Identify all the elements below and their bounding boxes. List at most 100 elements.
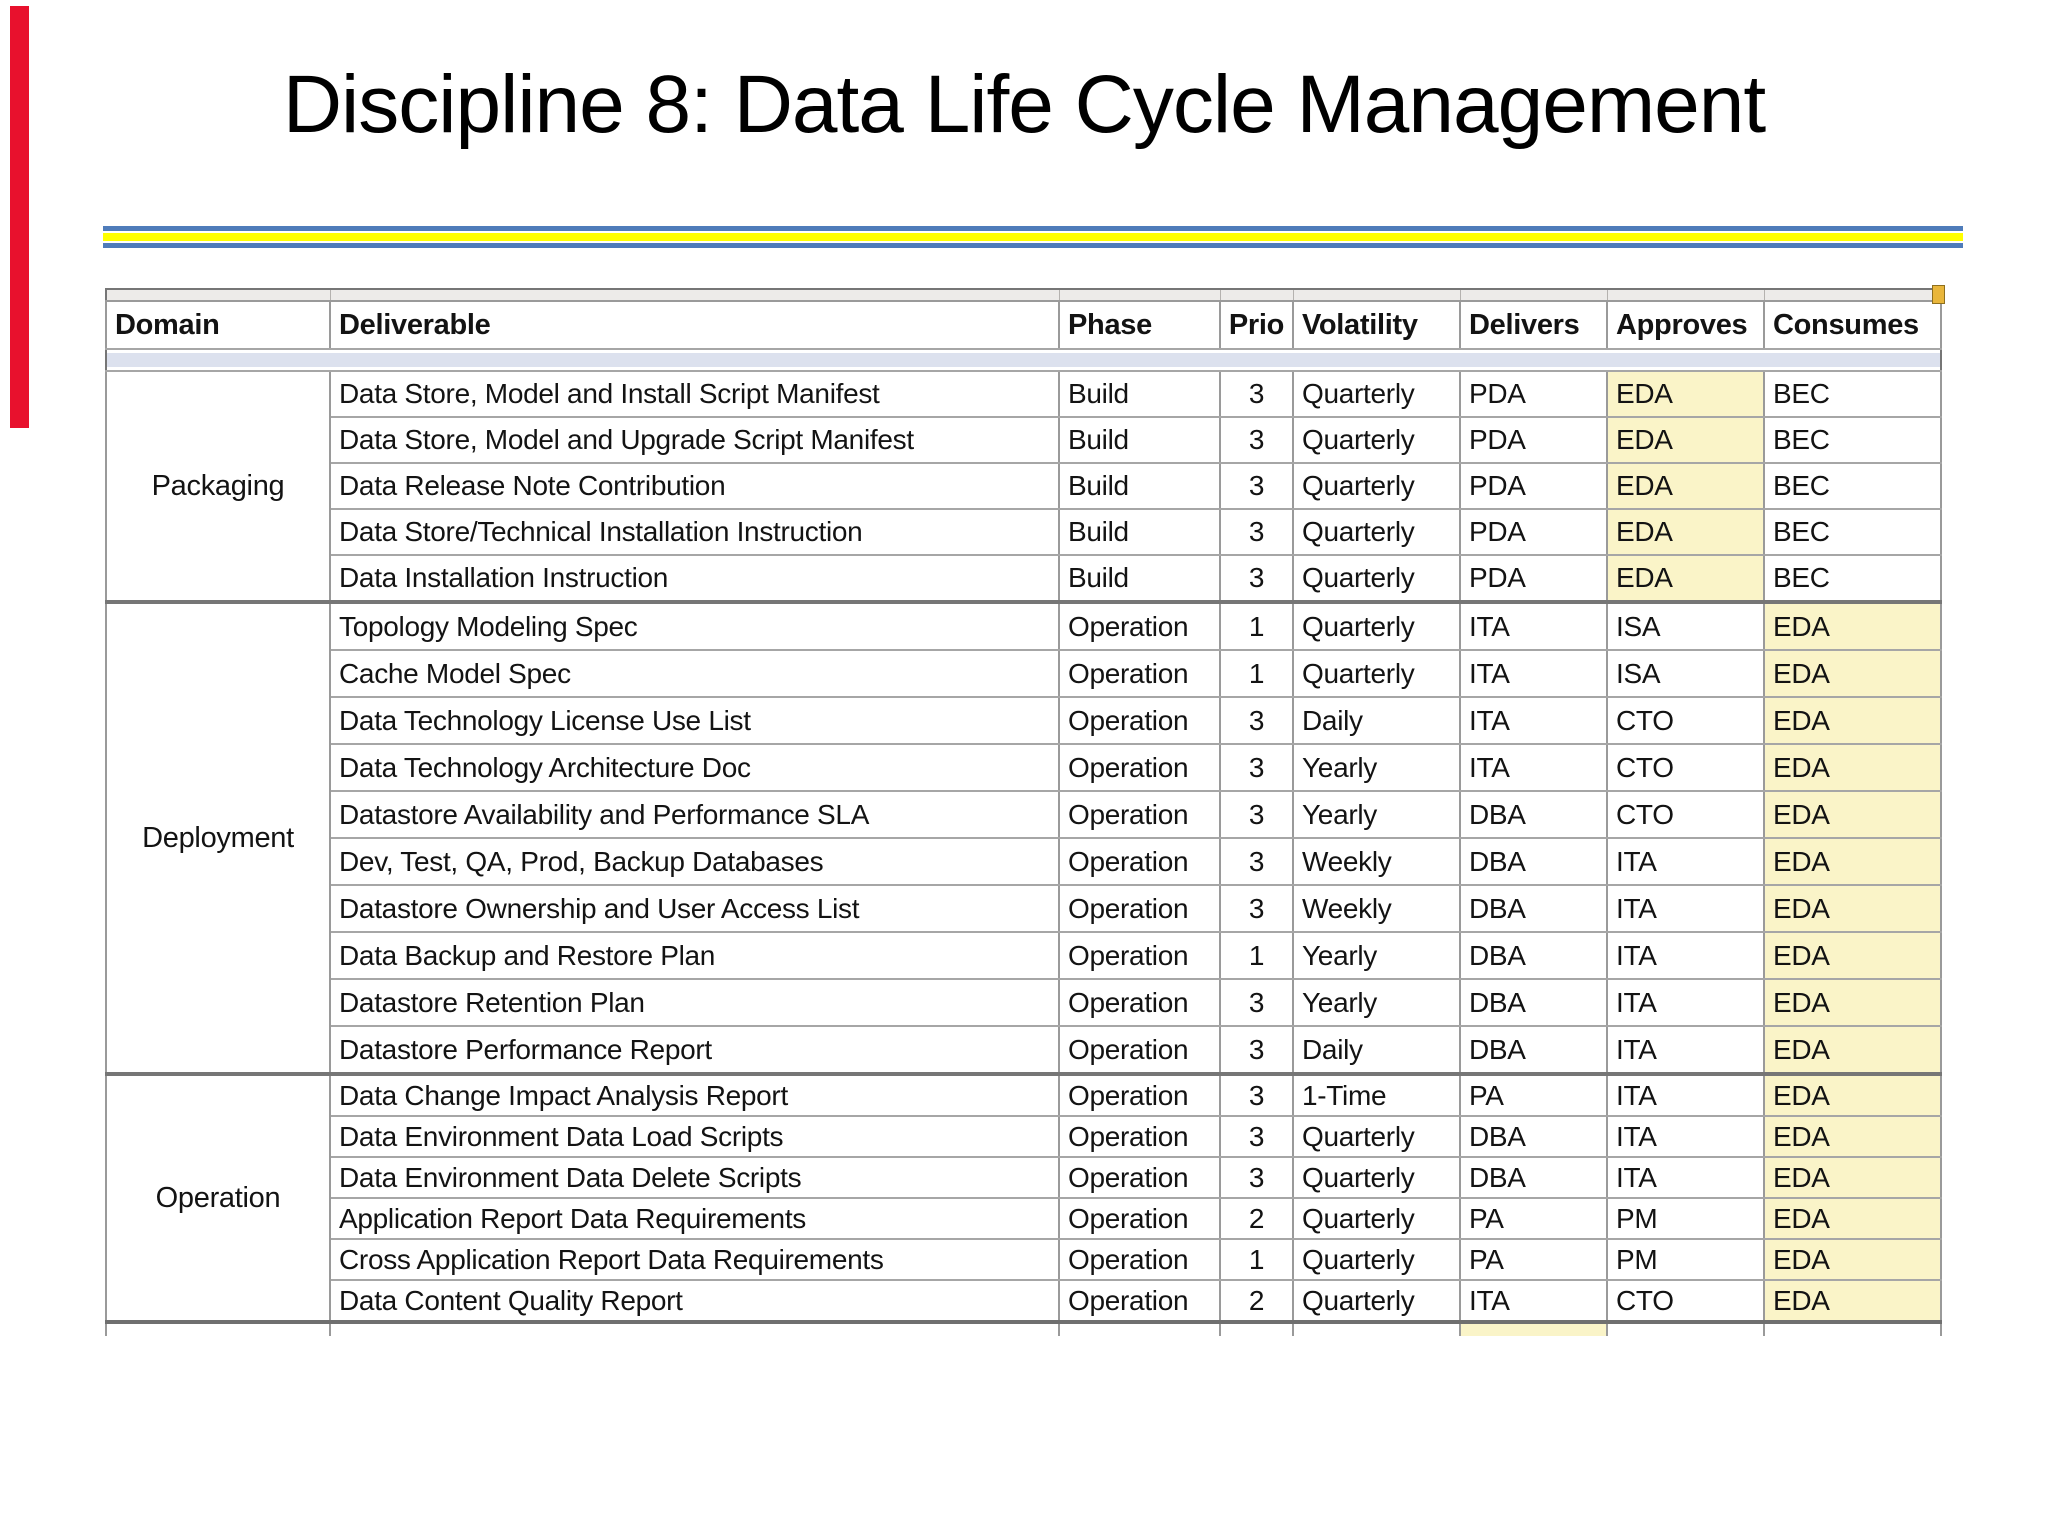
table-header-row: Domain Deliverable Phase Prio Volatility… — [105, 300, 1942, 350]
table-row: Data Environment Data Load Scripts Operat… — [106, 1115, 1942, 1158]
cell-deliverable: Cache Model Spec — [329, 649, 1060, 698]
cell-consumes: BEC — [1763, 554, 1942, 603]
cell-prio: 1 — [1219, 649, 1294, 698]
cell-consumes: EDA — [1763, 743, 1942, 792]
domain-cell: Packaging — [105, 370, 331, 603]
cell-volatility: Quarterly — [1292, 370, 1461, 418]
cell-volatility: Quarterly — [1292, 1279, 1461, 1323]
cell-volatility: Quarterly — [1292, 554, 1461, 603]
table-row: Data Store, Model and Upgrade Script Man… — [106, 416, 1942, 464]
cell-deliverable: Dev, Test, QA, Prod, Backup Databases — [329, 837, 1060, 886]
cell-volatility: Yearly — [1292, 931, 1461, 980]
cell-consumes: EDA — [1763, 931, 1942, 980]
cell-prio: 1 — [1219, 600, 1294, 651]
cell-prio: 3 — [1219, 884, 1294, 933]
table-row: Data Store/Technical Installation Instru… — [106, 508, 1942, 556]
cell-phase: Operation — [1058, 649, 1221, 698]
column-header-domain: Domain — [105, 300, 331, 350]
cell-prio: 3 — [1219, 416, 1294, 464]
spreadsheet-top-band — [105, 288, 1942, 302]
cell-volatility: Quarterly — [1292, 508, 1461, 556]
cell-volatility: Quarterly — [1292, 1156, 1461, 1199]
cell-consumes: EDA — [1763, 1072, 1942, 1117]
cell-phase: Build — [1058, 554, 1221, 603]
cell-prio: 3 — [1219, 1156, 1294, 1199]
table-row: Data Technology Architecture Doc Operatio… — [106, 743, 1942, 792]
cell-phase: Operation — [1058, 1156, 1221, 1199]
cell-deliverable: Datastore Availability and Performance S… — [329, 790, 1060, 839]
cell-domain — [105, 1320, 331, 1336]
cell-deliverable: Datastore Ownership and User Access List — [329, 884, 1060, 933]
cell-prio: 2 — [1219, 1197, 1294, 1240]
cell-approves: ITA — [1606, 931, 1765, 980]
cell-deliverable: Data Technology License Use List — [329, 696, 1060, 745]
underline-yellow-stripe — [103, 233, 1963, 241]
cell-consumes: EDA — [1763, 1025, 1942, 1075]
cell-consumes: EDA — [1763, 1197, 1942, 1240]
cell-deliverable: Datastore Retention Plan — [329, 978, 1060, 1027]
cell-approves: ITA — [1606, 1156, 1765, 1199]
cell-delivers — [1459, 1320, 1608, 1336]
red-marker-bar — [10, 6, 29, 428]
cell-deliverable: Application Report Data Requirements — [329, 1197, 1060, 1240]
corner-tick — [1932, 285, 1945, 304]
cell-consumes: BEC — [1763, 370, 1942, 418]
cell-phase: Build — [1058, 462, 1221, 510]
table-row: Dev, Test, QA, Prod, Backup Databases Ope… — [106, 837, 1942, 886]
cell-delivers: DBA — [1459, 1156, 1608, 1199]
cell-deliverable: Topology Modeling Spec — [329, 600, 1060, 651]
cell-prio: 1 — [1219, 931, 1294, 980]
cell-volatility: Daily — [1292, 696, 1461, 745]
cell-phase: Operation — [1058, 1025, 1221, 1075]
cell-deliverable — [329, 1320, 1060, 1336]
cell-approves: CTO — [1606, 743, 1765, 792]
cell-delivers: PDA — [1459, 462, 1608, 510]
table-row: Operation Data Change Impact Analysis Rep… — [105, 1072, 1942, 1323]
cell-delivers: PDA — [1459, 508, 1608, 556]
table-row: Datastore Performance Report Operation 3 Da… — [106, 1025, 1942, 1075]
cell-approves: ISA — [1606, 600, 1765, 651]
cell-deliverable: Cross Application Report Data Requiremen… — [329, 1238, 1060, 1281]
cell-consumes: EDA — [1763, 1115, 1942, 1158]
cell-consumes: EDA — [1763, 1238, 1942, 1281]
cell-phase — [1058, 1320, 1221, 1336]
cell-prio: 3 — [1219, 1025, 1294, 1075]
cell-phase: Operation — [1058, 978, 1221, 1027]
table-row: Data Content Quality Report Operation 2 Qua… — [106, 1279, 1942, 1323]
cell-delivers: DBA — [1459, 1115, 1608, 1158]
table-row: Datastore Retention Plan Operation 3 Yearly… — [106, 978, 1942, 1027]
cell-delivers: ITA — [1459, 696, 1608, 745]
column-header-delivers: Delivers — [1459, 300, 1608, 350]
cell-volatility: Weekly — [1292, 837, 1461, 886]
cell-volatility: Quarterly — [1292, 462, 1461, 510]
cell-consumes: EDA — [1763, 600, 1942, 651]
cell-consumes: BEC — [1763, 462, 1942, 510]
cell-prio: 3 — [1219, 743, 1294, 792]
cell-phase: Operation — [1058, 1238, 1221, 1281]
table-row: Data Technology License Use List Operatio… — [106, 696, 1942, 745]
cell-volatility: Quarterly — [1292, 1115, 1461, 1158]
cell-consumes: EDA — [1763, 696, 1942, 745]
cell-approves — [1606, 1320, 1765, 1336]
cell-phase: Operation — [1058, 1072, 1221, 1117]
cell-delivers: ITA — [1459, 600, 1608, 651]
cell-approves: ITA — [1606, 978, 1765, 1027]
deliverables-table: Domain Deliverable Phase Prio Volatility… — [105, 288, 1942, 1336]
column-header-prio: Prio — [1219, 300, 1294, 350]
truncated-row — [105, 1320, 1942, 1336]
cell-volatility: 1-Time — [1292, 1072, 1461, 1117]
underline-blue-stripe — [103, 226, 1963, 231]
cell-delivers: PA — [1459, 1197, 1608, 1240]
cell-volatility: Quarterly — [1292, 600, 1461, 651]
column-header-deliverable: Deliverable — [329, 300, 1060, 350]
cell-approves: EDA — [1606, 462, 1765, 510]
cell-phase: Operation — [1058, 1197, 1221, 1240]
cell-delivers: ITA — [1459, 649, 1608, 698]
cell-consumes: BEC — [1763, 416, 1942, 464]
cell-deliverable: Data Backup and Restore Plan — [329, 931, 1060, 980]
cell-approves: PM — [1606, 1238, 1765, 1281]
cell-prio: 3 — [1219, 554, 1294, 603]
cell-approves: CTO — [1606, 790, 1765, 839]
cell-approves: EDA — [1606, 508, 1765, 556]
